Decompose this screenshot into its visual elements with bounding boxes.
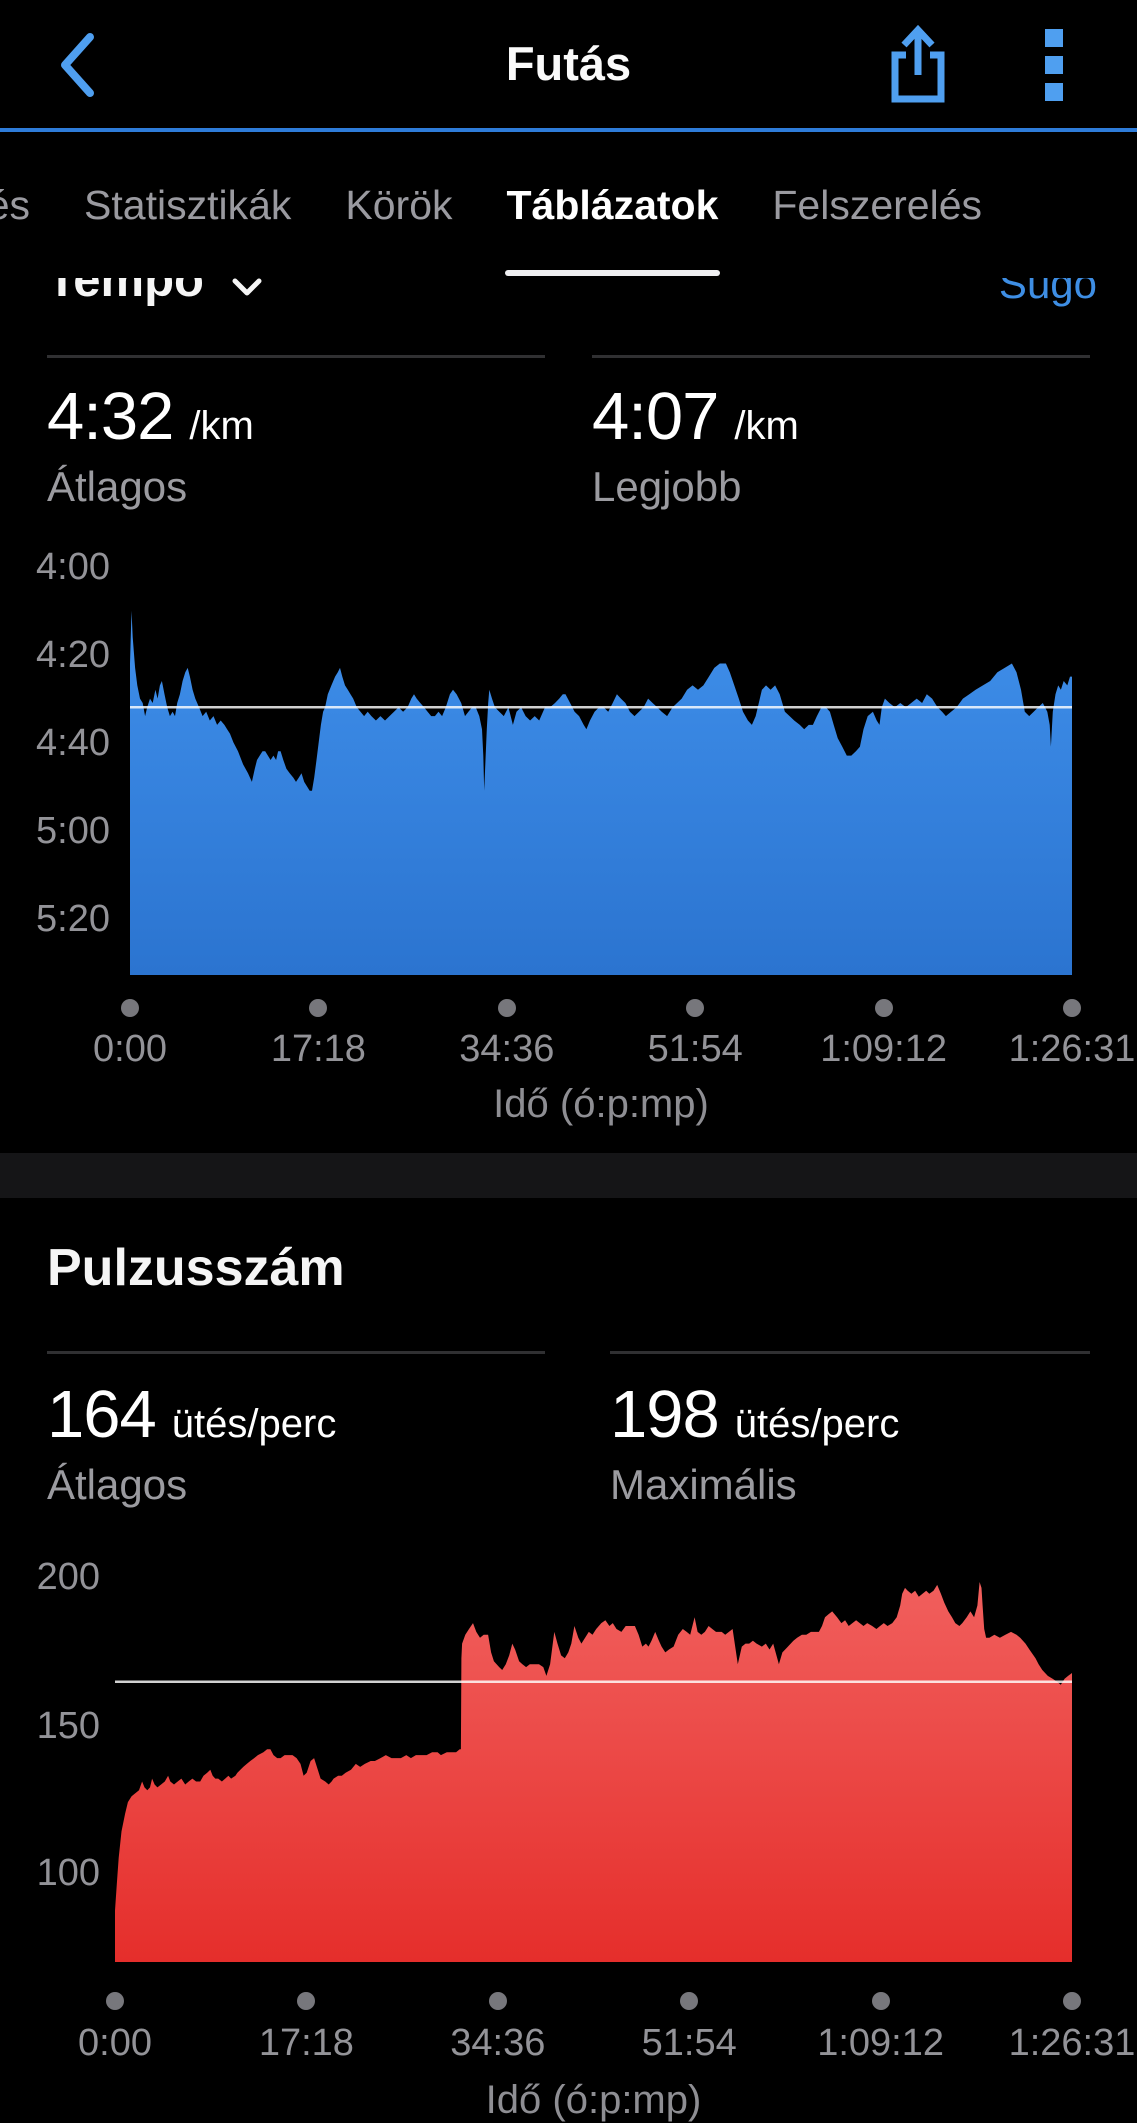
pace-ytick: 5:20 <box>36 898 110 940</box>
hr-avg-unit: ütés/perc <box>171 1402 337 1446</box>
nav-accent-line <box>0 128 1137 132</box>
hr-ytick: 200 <box>36 1556 100 1598</box>
tab-statistics[interactable]: Statisztikák <box>84 181 292 228</box>
page-title: Futás <box>505 37 632 90</box>
hr-max-stat: 198 ütés/perc Maximális <box>610 1376 899 1509</box>
pace-ytick: 4:20 <box>36 634 110 676</box>
hr-avg-value: 164 <box>47 1377 157 1452</box>
axis-dot <box>680 1992 699 2010</box>
back-button[interactable] <box>57 32 97 98</box>
pace-x-axis-title: Idő (ó:p:mp) <box>493 1082 709 1126</box>
pace-best-label: Legjobb <box>592 463 742 510</box>
pace-avg-value: 4:32 <box>47 379 174 454</box>
section-divider <box>0 1153 1137 1198</box>
axis-dot <box>1063 999 1081 1017</box>
hr-ytick: 150 <box>36 1705 100 1747</box>
pace-ytick: 4:00 <box>36 546 110 588</box>
hr-max-label: Maximális <box>610 1461 797 1508</box>
axis-dot <box>497 999 516 1017</box>
navigation-bar: Futás <box>0 0 1137 128</box>
axis-dot <box>297 1992 316 2010</box>
active-tab-underline <box>504 270 721 276</box>
pace-chart[interactable] <box>130 545 1072 975</box>
tab-bar: Áttekintés Statisztikák Körök Táblázatok… <box>0 132 1137 278</box>
pace-axis-dots <box>121 999 1081 1017</box>
pace-xticks: 0:00 17:18 34:36 51:54 1:09:12 1:26:31 <box>93 1028 1136 1070</box>
tab-charts[interactable]: Táblázatok <box>504 132 721 278</box>
divider <box>47 1351 545 1354</box>
pace-ytick: 4:40 <box>36 722 110 764</box>
pace-avg-stat: 4:32 /km Átlagos <box>47 378 254 511</box>
axis-dot <box>488 1992 507 2010</box>
divider <box>47 355 545 358</box>
axis-dot <box>874 999 893 1017</box>
overflow-menu-icon[interactable] <box>1042 25 1066 105</box>
heart-rate-over-time-area <box>115 1582 1072 1962</box>
pace-best-value: 4:07 <box>592 379 719 454</box>
axis-dot <box>871 1992 890 2010</box>
hr-max-value: 198 <box>610 1377 720 1452</box>
divider <box>610 1351 1090 1354</box>
pace-avg-unit: /km <box>189 404 254 448</box>
pace-over-time-area <box>130 610 1072 975</box>
pace-ytick: 5:00 <box>36 810 110 852</box>
axis-dot <box>1063 1992 1081 2010</box>
pace-avg-label: Átlagos <box>47 463 188 510</box>
hr-xticks: 0:00 17:18 34:36 51:54 1:09:12 1:26:31 <box>78 2022 1136 2064</box>
heart-rate-chart[interactable] <box>115 1560 1072 1962</box>
tab-gear[interactable]: Felszerelés <box>772 181 983 228</box>
axis-dot <box>121 999 139 1017</box>
share-icon[interactable] <box>885 25 951 105</box>
pace-best-stat: 4:07 /km Legjobb <box>592 378 799 511</box>
hr-axis-dots <box>106 1992 1081 2010</box>
hr-section-title: Pulzusszám <box>47 1239 345 1297</box>
axis-dot <box>309 999 328 1017</box>
pace-best-unit: /km <box>734 404 799 448</box>
axis-dot <box>686 999 705 1017</box>
divider <box>592 355 1090 358</box>
hr-max-unit: ütés/perc <box>734 1402 900 1446</box>
hr-avg-stat: 164 ütés/perc Átlagos <box>47 1376 336 1509</box>
axis-dot <box>106 1992 124 2010</box>
hr-ytick: 100 <box>36 1852 100 1894</box>
tab-laps[interactable]: Körök <box>345 181 453 228</box>
chevron-down-icon <box>232 278 262 296</box>
tab-overview[interactable]: Áttekintés <box>0 181 31 228</box>
hr-avg-label: Átlagos <box>47 1461 188 1508</box>
hr-x-axis-title: Idő (ó:p:mp) <box>485 2078 702 2122</box>
